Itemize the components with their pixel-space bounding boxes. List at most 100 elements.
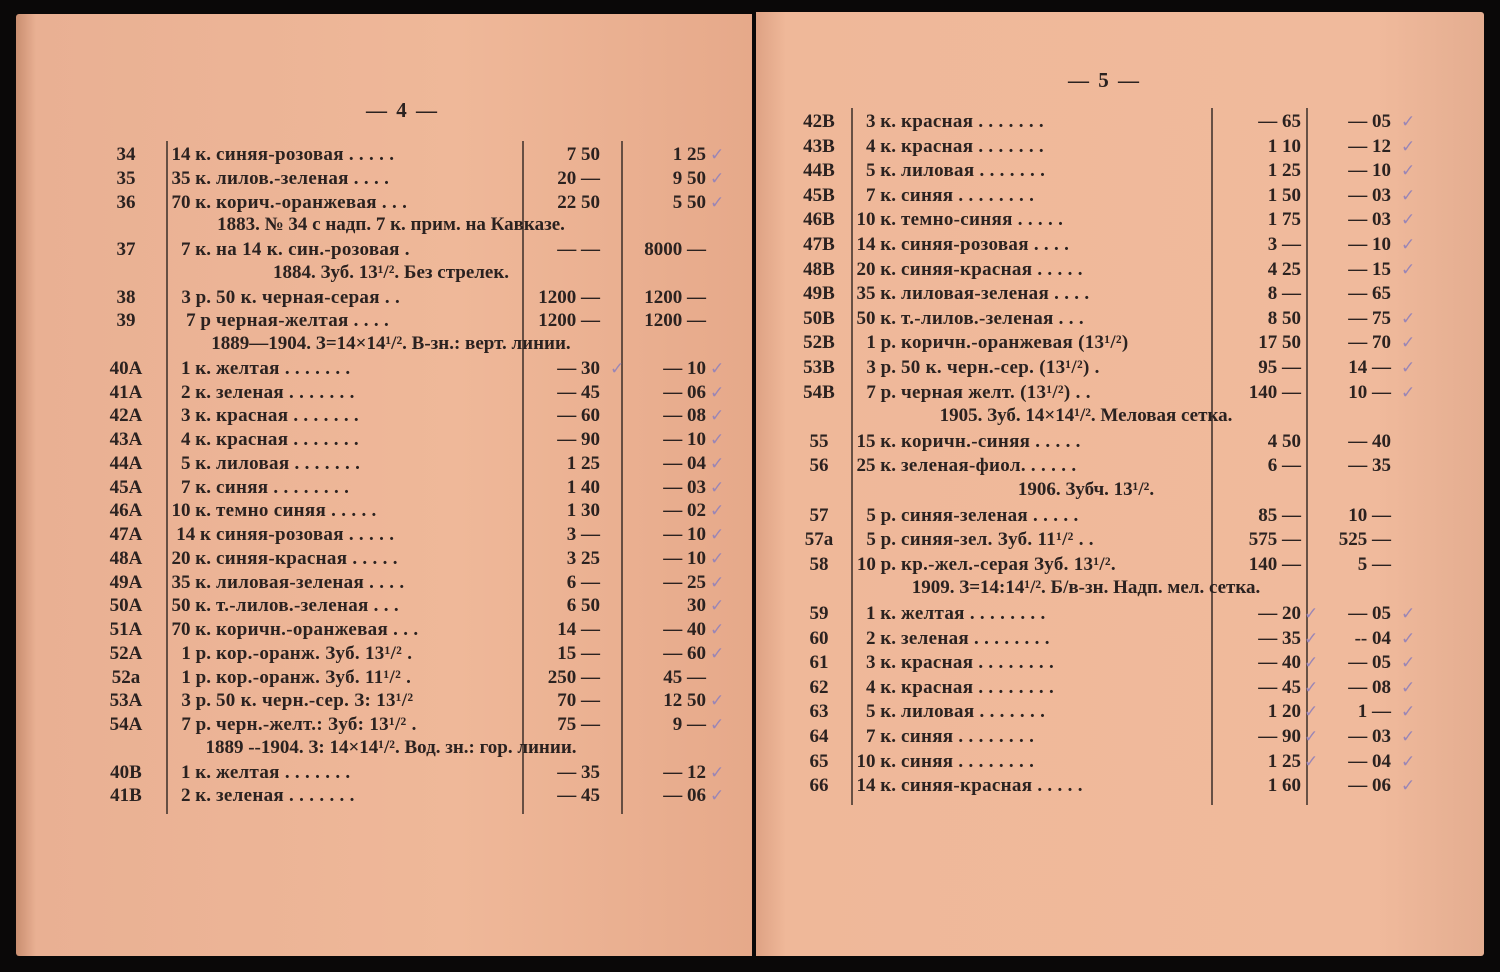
price-unused: 22 50 [557, 191, 600, 213]
catalog-number: 57 [809, 504, 829, 526]
check-mark-icon: ✓ [710, 572, 725, 592]
price-used: — 08 [663, 405, 706, 427]
denomination: 4 к. [866, 676, 896, 698]
catalog-number: 34 [116, 144, 136, 165]
price-used: 5 50 [672, 191, 706, 213]
catalog-row: 57 5 р. синяя-зеленая . . . . . 85 — 10 — [756, 504, 1484, 528]
denomination: 5 к. [866, 701, 896, 723]
price-unused: 75 — [557, 714, 600, 735]
price-used: — 70 [1348, 332, 1391, 354]
check-mark-icon: ✓ [710, 643, 725, 663]
price-used: 1200 — [644, 310, 706, 332]
check-mark-icon: ✓ [710, 525, 725, 544]
denomination: 25 к. [856, 455, 896, 477]
denomination: 20 к. [171, 547, 211, 569]
price-unused: — 35 [557, 761, 600, 783]
price-unused: — 45 [557, 785, 600, 807]
catalog-row: 42A 3 к. красная . . . . . . . — 60 — 08 ✓ [16, 404, 752, 428]
catalog-row: 40B 1 к. желтая . . . . . . . — 35 — 12 ✓ [16, 761, 752, 785]
check-mark-icon: ✓ [710, 430, 725, 449]
price-unused: 6 — [1267, 455, 1301, 477]
catalog-row: 52B 1 р. коричн.-оранжевая (13¹/²) 17 50 — 7… [756, 331, 1484, 355]
stamp-description: темно синяя . . . . . [216, 500, 377, 522]
stamp-description: кор.-оранж. Зуб. 13¹/² . [216, 642, 413, 664]
price-unused: 1 20 [1267, 701, 1301, 723]
catalog-number: 52A [109, 642, 143, 664]
catalog-row: 37 7 к. на 14 к. син.-розовая . — — 8000 — [16, 238, 752, 262]
catalog-row: 53A 3 р. 50 к. черн.-сер. З: 13¹/² 70 — 12 5… [16, 689, 752, 713]
stamp-description: корич.-оранжевая . . . [216, 191, 408, 213]
catalog-row: 45A 7 к. синяя . . . . . . . . 1 40 — 03 ✓ [16, 476, 752, 500]
price-unused: 6 — [566, 571, 600, 593]
price-unused: 1 10 [1267, 135, 1301, 157]
denomination: 4 к. [866, 135, 896, 157]
denomination: 10 к. [171, 500, 211, 522]
check-mark-icon: ✓ [1401, 358, 1416, 377]
price-used: — 05 [1348, 111, 1391, 132]
price-used: 9 50 [672, 167, 706, 189]
denomination: 7 к. [866, 726, 896, 747]
catalog-row: 49A 35 к. лиловая-зеленая . . . . 6 — — 25 ✓ [16, 571, 752, 595]
denomination: 10 к. [856, 750, 896, 772]
catalog-number: 52a [111, 666, 141, 688]
check-mark-icon: ✓ [710, 596, 725, 616]
catalog-row: 48B 20 к. синяя-красная . . . . . 4 25 — 15 ✓ [756, 258, 1484, 282]
catalog-row: 44A 5 к. лиловая . . . . . . . 1 25 — 04 ✓ [16, 452, 752, 476]
denomination: 50 к. [856, 307, 896, 329]
price-unused: 14 — [557, 619, 600, 640]
denomination: 14 к. [856, 234, 896, 255]
catalog-row: 60 2 к. зеленая . . . . . . . . — 35 -- 04 ✓ ✓ [756, 627, 1484, 651]
catalog-row: 40A 1 к. желтая . . . . . . . — 30— 10 ✓ ✓ [16, 357, 752, 381]
price-used: 14 — [1348, 357, 1391, 378]
stamp-description: красная . . . . . . . [216, 405, 359, 427]
check-mark-icon: ✓ [710, 358, 725, 378]
price-used: 10 — [1348, 504, 1391, 526]
stamp-description: 50 к. черн.-сер. (13¹/²) . [901, 357, 1100, 378]
check-mark-icon: ✓ [1401, 112, 1416, 131]
denomination: 14 к. [856, 775, 896, 797]
price-used: — 05 [1348, 652, 1391, 674]
catalog-number: 53B [803, 357, 835, 378]
stamp-description: кр.-жел.-серая Зуб. 13¹/². [901, 553, 1116, 575]
denomination: 50 к. [171, 595, 211, 617]
denomination: 7 к. [181, 476, 211, 498]
catalog-row: 51A 70 к. коричн.-оранжевая . . . 14 — — 40 ✓ [16, 618, 752, 642]
price-used: — 15 [1348, 258, 1391, 280]
stamp-description: т.-лилов.-зеленая . . . [901, 307, 1084, 329]
price-unused: 140 — [1248, 553, 1301, 575]
stamp-description: зеленая . . . . . . . . [901, 627, 1050, 649]
stamp-description: лиловая . . . . . . . [901, 701, 1046, 723]
catalog-row: 52A 1 р. кор.-оранж. Зуб. 13¹/² . 15 — — 60 ✓ [16, 642, 752, 666]
stamp-description: 50 к. черная-серая . . [216, 286, 401, 308]
stamp-description: лиловая . . . . . . . [216, 452, 361, 474]
section-heading: 1906. Зубч. 13¹/². [1017, 479, 1155, 500]
check-mark-icon: ✓ [710, 548, 725, 568]
catalog-number: 43A [109, 429, 143, 450]
check-mark-icon: ✓ [1304, 751, 1319, 771]
stamp-description: синяя . . . . . . . . [901, 750, 1035, 772]
catalog-row: 59 1 к. желтая . . . . . . . . — 20 — 05 ✓ ✓ [756, 602, 1484, 626]
catalog-row: 55 15 к. коричн.-синяя . . . . . 4 50 — 40 [756, 430, 1484, 454]
check-mark-icon: ✓ [1401, 308, 1416, 328]
price-used: — 03 [1348, 209, 1391, 231]
catalog-row: 57a 5 р. синяя-зел. Зуб. 11¹/² . . 575 — 525… [756, 528, 1484, 552]
check-mark-icon: ✓ [1401, 776, 1416, 796]
price-unused: — 45 [1258, 676, 1301, 698]
catalog-row: 50B 50 к. т.-лилов.-зеленая . . . 8 50 — 75 ✓ [756, 307, 1484, 331]
stamp-description: синяя-зел. Зуб. 11¹/² . . [901, 529, 1094, 551]
stamp-description: на 14 к. син.-розовая . [216, 239, 410, 260]
price-unused: 1 40 [566, 476, 600, 498]
price-column-divider [1306, 108, 1308, 805]
price-unused: 250 — [547, 666, 600, 688]
price-used: — 06 [1348, 775, 1391, 797]
check-mark-icon: ✓ [1401, 210, 1416, 230]
denomination: 20 к. [856, 258, 896, 280]
catalog-number: 46A [109, 500, 143, 522]
catalog-number: 47A [109, 524, 143, 545]
stamp-description: синяя-красная . . . . . [901, 258, 1083, 280]
check-mark-icon: ✓ [710, 477, 725, 497]
price-used: — 06 [663, 785, 706, 807]
left-page: — 4 — 34 14 к. синяя-розовая . . . . .7 50… [16, 14, 752, 956]
catalog-number: 58 [809, 553, 829, 575]
catalog-number: 39 [116, 310, 136, 332]
